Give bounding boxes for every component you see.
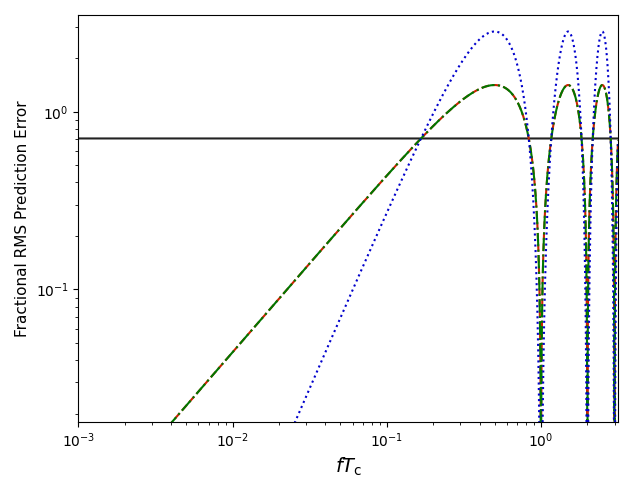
X-axis label: $fT_{\mathrm{c}}$: $fT_{\mathrm{c}}$ [334, 456, 362, 478]
Y-axis label: Fractional RMS Prediction Error: Fractional RMS Prediction Error [15, 100, 30, 337]
